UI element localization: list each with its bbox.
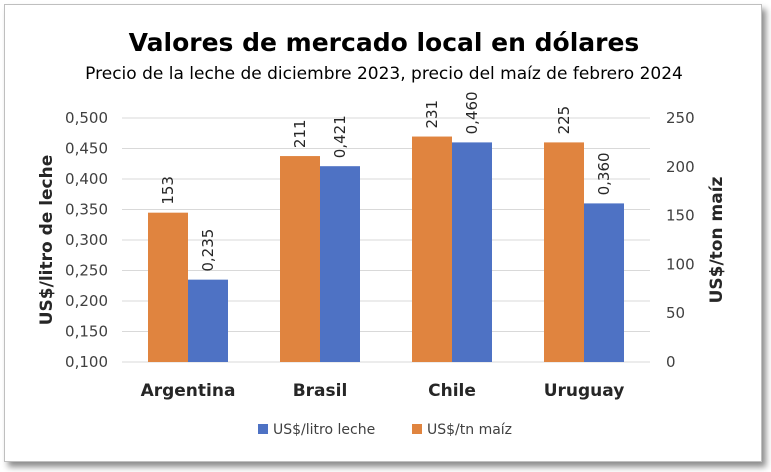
legend-label: US$/litro leche [273, 422, 375, 438]
y-left-tick-label: 0,350 [65, 201, 108, 219]
bar-maiz [412, 136, 452, 362]
y-left-tick-label: 0,400 [65, 170, 108, 188]
bar-leche [452, 142, 492, 362]
x-category-label: Argentina [141, 381, 236, 401]
legend-swatch [258, 424, 268, 434]
data-label-maiz: 225 [555, 106, 573, 135]
x-category-label: Brasil [293, 381, 348, 401]
axis-ticks: 0,100 0,150 0,200 0,250 0,300 0,350 0,400 0,450… [65, 109, 695, 401]
legend-swatch [412, 424, 422, 434]
bar-maiz [544, 142, 584, 362]
data-label-leche: 0,360 [595, 152, 613, 195]
y-left-tick-label: 0,150 [65, 323, 108, 341]
y-right-tick-label: 150 [666, 207, 695, 225]
bar-maiz [280, 156, 320, 362]
data-label-maiz: 211 [291, 119, 309, 148]
bar-leche [320, 166, 360, 362]
data-labels: 153 0,235 211 0,421 231 0,460 225 0,360 [159, 91, 613, 271]
data-label-leche: 0,421 [331, 115, 349, 158]
data-label-maiz: 231 [423, 100, 441, 129]
bars [148, 136, 624, 362]
legend: US$/litro leche US$/tn maíz [258, 422, 512, 438]
y-left-tick-label: 0,100 [65, 353, 108, 371]
data-label-leche: 0,460 [463, 91, 481, 134]
bar-leche [188, 279, 228, 362]
data-label-maiz: 153 [159, 176, 177, 205]
y-left-tick-label: 0,500 [65, 109, 108, 127]
bar-leche [584, 203, 624, 362]
y-left-tick-label: 0,200 [65, 292, 108, 310]
y-axis-left-title: US$/litro de leche [37, 155, 57, 326]
y-right-tick-label: 100 [666, 255, 695, 273]
y-left-tick-label: 0,450 [65, 140, 108, 158]
legend-label: US$/tn maíz [427, 422, 512, 438]
data-label-leche: 0,235 [199, 229, 217, 272]
chart-subtitle: Precio de la leche de diciembre 2023, pr… [85, 64, 683, 84]
y-axis-right-title: US$/ton maíz [707, 176, 727, 303]
x-category-label: Uruguay [544, 381, 625, 401]
y-left-tick-label: 0,250 [65, 262, 108, 280]
y-left-tick-label: 0,300 [65, 231, 108, 249]
y-right-tick-label: 200 [666, 158, 695, 176]
y-right-tick-label: 250 [666, 109, 695, 127]
bar-maiz [148, 212, 188, 362]
chart-frame [4, 4, 762, 462]
y-right-tick-label: 50 [666, 304, 685, 322]
x-category-label: Chile [428, 381, 476, 401]
chart-title: Valores de mercado local en dólares [129, 28, 640, 57]
y-right-tick-label: 0 [666, 353, 676, 371]
